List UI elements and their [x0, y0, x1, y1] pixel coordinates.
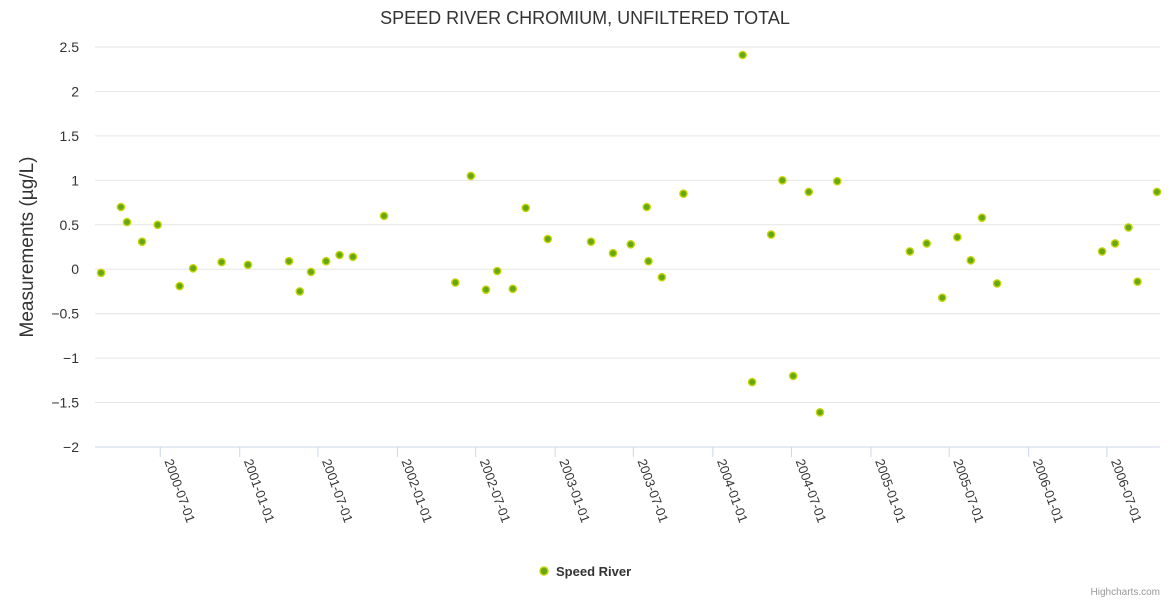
- data-point[interactable]: [642, 202, 652, 212]
- x-tick-label: 2000-07-01: [161, 457, 198, 525]
- data-point[interactable]: [481, 285, 491, 294]
- data-point[interactable]: [348, 252, 358, 262]
- y-tick-label: −2: [63, 439, 79, 455]
- y-tick-label: 0: [71, 261, 79, 277]
- y-tick-label: 2: [71, 83, 79, 99]
- x-tick-label: 2001-01-01: [241, 457, 278, 525]
- data-point[interactable]: [116, 202, 126, 212]
- y-axis-tick-labels: 2.5 2 1.5 1 0.5 0 −0.5 −1 −1.5 −2: [51, 39, 79, 455]
- x-tick-label: 2003-07-01: [635, 457, 672, 525]
- series-speed-river-points: [96, 50, 1162, 417]
- data-point[interactable]: [626, 240, 636, 249]
- data-point[interactable]: [586, 237, 596, 246]
- data-point[interactable]: [175, 281, 184, 291]
- x-tick-label: 2002-01-01: [399, 457, 436, 525]
- data-point[interactable]: [966, 256, 976, 265]
- y-tick-label: −0.5: [51, 306, 79, 322]
- data-point[interactable]: [466, 171, 476, 181]
- y-tick-label: 1: [71, 172, 79, 188]
- data-point[interactable]: [492, 266, 502, 276]
- data-point[interactable]: [657, 272, 667, 282]
- x-tick-label: 2005-07-01: [950, 457, 987, 525]
- legend-marker: [539, 566, 549, 576]
- data-point[interactable]: [243, 260, 253, 270]
- data-point[interactable]: [766, 230, 776, 239]
- x-tick-label: 2004-07-01: [793, 457, 830, 525]
- data-point[interactable]: [804, 187, 814, 197]
- data-point[interactable]: [137, 237, 147, 246]
- data-point[interactable]: [96, 268, 106, 278]
- data-point[interactable]: [543, 234, 553, 244]
- data-point[interactable]: [1110, 239, 1120, 248]
- data-point[interactable]: [306, 267, 316, 277]
- data-point[interactable]: [284, 256, 294, 266]
- x-tick-label: 2004-01-01: [714, 457, 751, 525]
- x-tick-label: 2006-01-01: [1030, 457, 1067, 525]
- data-point[interactable]: [508, 284, 518, 294]
- data-point[interactable]: [644, 256, 653, 266]
- data-point[interactable]: [451, 278, 460, 287]
- x-tick-label: 2005-01-01: [872, 457, 909, 525]
- grid-lines: [95, 46, 1160, 404]
- data-point[interactable]: [788, 371, 798, 381]
- data-point[interactable]: [832, 176, 842, 186]
- x-tick-label: 2006-07-01: [1108, 457, 1145, 525]
- chart-title: SPEED RIVER CHROMIUM, UNFILTERED TOTAL: [380, 8, 790, 28]
- data-point[interactable]: [608, 248, 618, 258]
- data-point[interactable]: [295, 287, 305, 296]
- data-point[interactable]: [122, 217, 132, 227]
- data-point[interactable]: [992, 279, 1002, 288]
- data-point[interactable]: [379, 211, 389, 221]
- y-axis-title: Measurements (µg/L): [17, 157, 38, 338]
- data-point[interactable]: [679, 189, 688, 198]
- legend[interactable]: Speed River: [539, 564, 631, 579]
- y-tick-label: −1.5: [51, 395, 79, 411]
- data-point[interactable]: [188, 264, 198, 273]
- credits-link[interactable]: Highcharts.com: [1091, 587, 1160, 598]
- data-point[interactable]: [937, 293, 947, 302]
- data-point[interactable]: [922, 239, 931, 248]
- x-axis-ticks: 2000-07-01 2001-01-01 2001-07-01 2002-01-01…: [159, 447, 1145, 525]
- data-point[interactable]: [521, 203, 531, 213]
- data-point[interactable]: [153, 220, 162, 230]
- data-point[interactable]: [905, 247, 915, 256]
- data-point[interactable]: [815, 408, 825, 417]
- y-tick-label: 1.5: [60, 128, 80, 144]
- data-point[interactable]: [1133, 277, 1142, 286]
- x-tick-label: 2001-07-01: [319, 457, 356, 525]
- data-point[interactable]: [738, 50, 747, 60]
- y-tick-label: 0.5: [60, 217, 80, 233]
- y-tick-label: 2.5: [60, 39, 80, 55]
- data-point[interactable]: [747, 377, 757, 387]
- data-point[interactable]: [1152, 187, 1162, 197]
- data-point[interactable]: [953, 232, 962, 242]
- data-point[interactable]: [321, 256, 331, 266]
- data-point[interactable]: [1097, 247, 1107, 256]
- x-tick-label: 2003-01-01: [556, 457, 593, 525]
- x-tick-label: 2002-07-01: [477, 457, 514, 525]
- data-point[interactable]: [977, 213, 987, 222]
- data-point[interactable]: [1124, 223, 1133, 232]
- data-point[interactable]: [217, 257, 226, 267]
- y-tick-label: −1: [63, 350, 79, 366]
- legend-item-speed-river[interactable]: Speed River: [556, 564, 631, 579]
- data-point[interactable]: [778, 176, 787, 185]
- data-point[interactable]: [335, 250, 344, 260]
